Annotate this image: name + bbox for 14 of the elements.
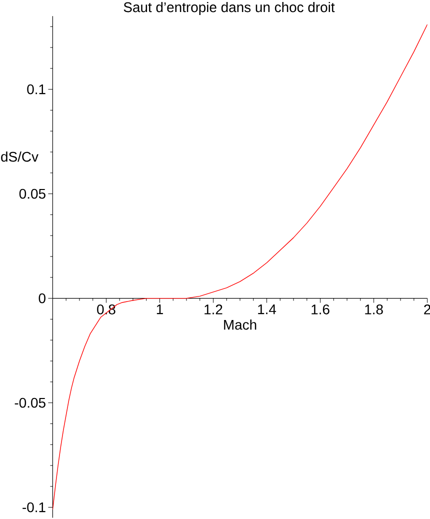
- x-axis-title: Mach: [224, 319, 256, 330]
- x-tick-label: 1.6: [312, 304, 330, 314]
- y-tick-label: -0.1: [22, 502, 46, 512]
- x-tick-label: 2: [424, 304, 430, 314]
- y-tick-label: 0.05: [19, 188, 46, 199]
- y-tick-label: -0.05: [14, 398, 46, 408]
- x-tick-label: 1: [156, 304, 163, 314]
- x-tick-label: 1.8: [365, 304, 383, 314]
- y-axis-title: dS/Cv: [1, 151, 38, 162]
- x-tick-label: 1.4: [258, 304, 276, 314]
- y-tick-label: 0: [38, 293, 46, 304]
- chart-title: Saut d’entropie dans un choc droit: [124, 2, 335, 15]
- y-tick-label: 0.1: [27, 84, 46, 94]
- x-tick-label: 1.2: [204, 304, 222, 314]
